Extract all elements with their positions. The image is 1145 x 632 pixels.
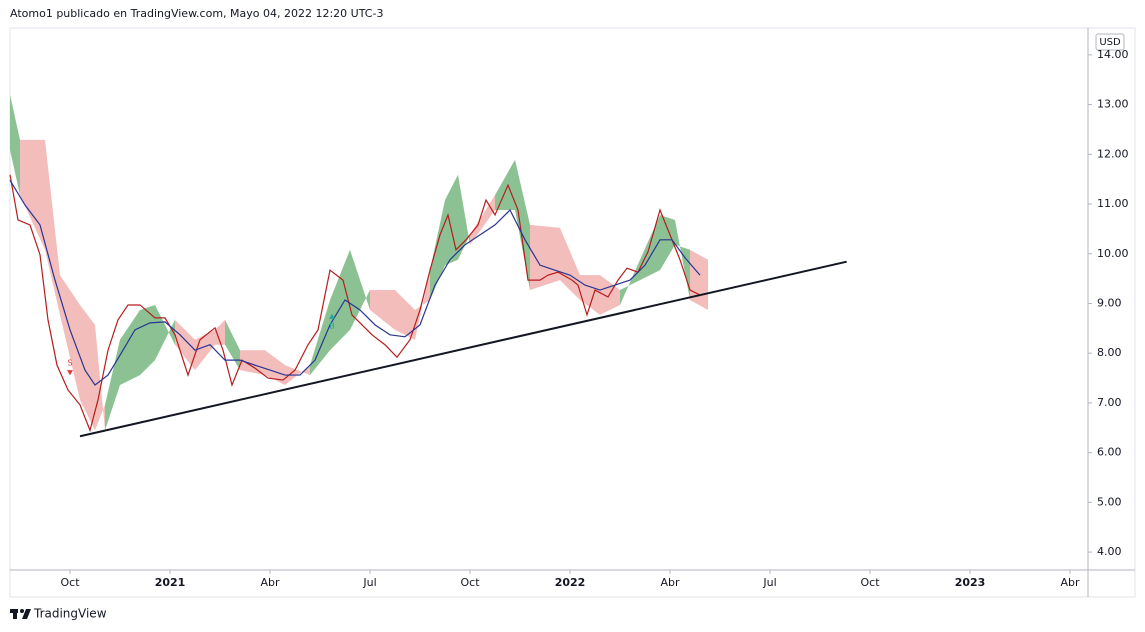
- x-tick-label: Abr: [260, 576, 280, 589]
- x-tick-label: Oct: [60, 576, 80, 589]
- signal-arrow: [329, 313, 335, 319]
- footer-brand: TradingView: [33, 607, 107, 621]
- cloud-segment: [458, 174, 470, 260]
- x-tick-label: 2023: [955, 576, 986, 589]
- cloud-segment: [10, 94, 20, 196]
- x-tick-label: Abr: [660, 576, 680, 589]
- cloud-segment: [60, 275, 80, 400]
- y-tick-label: 12.00: [1097, 147, 1129, 160]
- cloud-segment: [445, 174, 458, 266]
- y-tick-label: 14.00: [1097, 48, 1129, 61]
- cloud-segment: [560, 227, 580, 300]
- cloud-segment: [620, 259, 640, 305]
- x-tick-label: Jul: [762, 576, 776, 589]
- y-tick-label: 4.00: [1097, 545, 1122, 558]
- frame: [9, 27, 1136, 598]
- series-line: [9, 174, 701, 433]
- y-tick-label: 5.00: [1097, 495, 1122, 508]
- y-tick-label: 8.00: [1097, 346, 1122, 359]
- x-tick-label: Oct: [460, 576, 480, 589]
- currency-label: USD: [1099, 37, 1121, 48]
- y-tick-label: 6.00: [1097, 446, 1122, 459]
- cloud-segment: [495, 159, 515, 210]
- y-tick-label: 11.00: [1097, 197, 1129, 210]
- cloud-segment: [330, 249, 350, 351]
- y-tick-label: 13.00: [1097, 98, 1129, 111]
- x-tick-label: 2021: [155, 576, 186, 589]
- cloud-segment: [600, 275, 620, 315]
- cloud-segment: [225, 319, 240, 371]
- cloud-segment: [370, 290, 395, 330]
- y-tick-label: 7.00: [1097, 396, 1122, 409]
- cloud-segment: [690, 249, 708, 310]
- brand-logo: [10, 609, 31, 619]
- cloud-segment: [95, 324, 105, 431]
- cloud-segment: [580, 275, 600, 315]
- cloud-segment: [660, 214, 675, 271]
- y-tick-label: 10.00: [1097, 247, 1129, 260]
- signal-label: S: [67, 359, 72, 368]
- cloud-segment: [240, 350, 265, 376]
- currency-box: [1095, 33, 1125, 51]
- trendline: [79, 260, 847, 438]
- cloud-segment: [285, 365, 310, 386]
- x-tick-label: Jul: [362, 576, 376, 589]
- header-title: Atomo1 publicado en TradingView.com, May…: [10, 7, 383, 20]
- cloud-segment: [310, 299, 330, 376]
- cloud-segment: [350, 249, 370, 330]
- x-tick-label: Abr: [1060, 576, 1080, 589]
- cloud-segment: [175, 319, 195, 371]
- cloud-segment: [155, 304, 175, 361]
- cloud-segment: [395, 290, 415, 340]
- signal-arrow: [67, 370, 73, 376]
- cloud-segment: [430, 200, 445, 300]
- x-tick-label: Oct: [860, 576, 880, 589]
- cloud-segment: [215, 319, 225, 345]
- cloud-segment: [470, 195, 495, 245]
- cloud-segment: [640, 214, 660, 281]
- cloud-segment: [120, 309, 140, 386]
- cloud-segment: [80, 304, 95, 431]
- x-tick-label: 2022: [555, 576, 586, 589]
- cloud-segment: [265, 350, 285, 386]
- series-line: [9, 179, 701, 386]
- signal-label: B: [329, 321, 335, 330]
- cloud-segment: [45, 139, 60, 315]
- cloud-segment: [675, 219, 690, 300]
- cloud-segment: [415, 270, 430, 340]
- cloud-segment: [515, 159, 530, 291]
- y-tick-label: 9.00: [1097, 296, 1122, 309]
